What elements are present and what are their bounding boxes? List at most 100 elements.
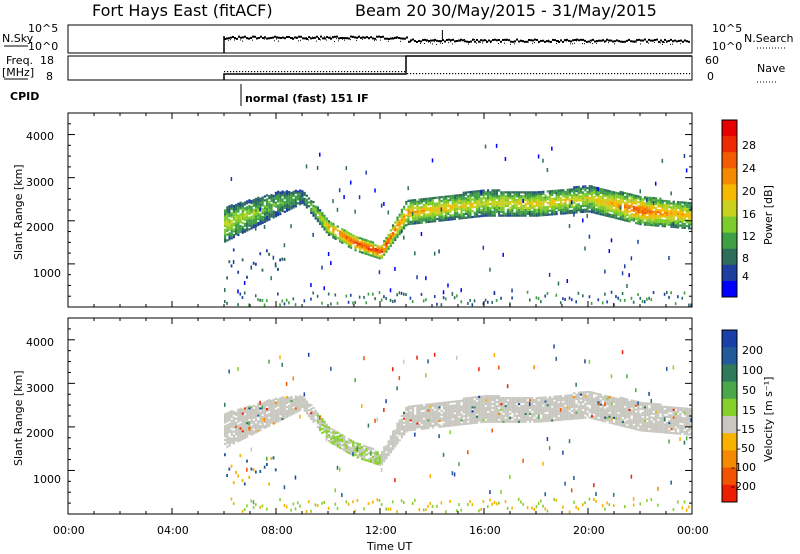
noise-search-point bbox=[374, 40, 375, 42]
velocity-scatter-cell bbox=[292, 408, 295, 411]
velocity-scatter-cell bbox=[274, 403, 278, 406]
velocity-scatter-cell bbox=[442, 401, 445, 404]
power-scatter-cell bbox=[482, 195, 485, 198]
power-scatter-cell bbox=[418, 206, 421, 209]
power-scatter-cell bbox=[449, 218, 452, 221]
power-sparse-cell bbox=[582, 218, 584, 223]
power-scatter-cell bbox=[524, 202, 527, 206]
power-scatter-cell bbox=[668, 215, 671, 219]
velocity-scatter-cell bbox=[279, 399, 282, 402]
noise-search-point bbox=[594, 41, 595, 43]
power-scatter-cell bbox=[628, 210, 631, 213]
power-scatter-cell bbox=[422, 207, 426, 210]
velocity-sparse-cell bbox=[385, 399, 387, 404]
velocity-scatter-cell bbox=[486, 400, 490, 404]
power-scatter-cell bbox=[557, 191, 560, 194]
velocity-scatter-cell bbox=[290, 413, 293, 416]
noise-search-point bbox=[402, 38, 403, 40]
velocity-scatter-cell bbox=[398, 431, 401, 434]
velocity-scatter-cell bbox=[283, 397, 286, 400]
power-scatter-cell bbox=[628, 200, 631, 204]
noise-sky-point bbox=[260, 35, 262, 38]
power-scatter-cell bbox=[316, 206, 320, 209]
power-scatter-cell bbox=[310, 207, 313, 211]
velocity-scatter-cell bbox=[540, 412, 543, 415]
power-scatter-cell bbox=[224, 234, 227, 237]
velocity-scatter-cell bbox=[389, 441, 392, 444]
power-near-range-cell bbox=[243, 291, 246, 295]
velocity-scatter-cell bbox=[433, 412, 437, 415]
power-near-range-cell bbox=[482, 302, 485, 306]
power-scatter-cell bbox=[489, 212, 492, 215]
velocity-scatter-cell bbox=[449, 424, 452, 427]
power-scatter-cell bbox=[301, 199, 304, 203]
power-scatter-cell bbox=[243, 209, 247, 212]
noise-sky-point bbox=[408, 40, 410, 43]
velocity-scatter-cell bbox=[301, 403, 304, 407]
power-scatter-cell bbox=[334, 235, 337, 238]
power-scatter-cell bbox=[654, 212, 658, 215]
nave-point bbox=[584, 73, 586, 75]
power-scatter-cell bbox=[648, 212, 651, 215]
freq-label-line1: Freq. bbox=[6, 54, 33, 67]
power-scatter-cell bbox=[422, 215, 426, 218]
nave-point bbox=[326, 71, 328, 73]
velocity-scatter-cell bbox=[239, 435, 242, 438]
velocity-scatter-cell bbox=[548, 415, 552, 418]
power-scatter-cell bbox=[681, 216, 684, 220]
velocity-scatter-cell bbox=[447, 418, 450, 422]
power-scatter-cell bbox=[661, 199, 664, 202]
power-scatter-cell bbox=[617, 207, 620, 211]
velocity-sparse-cell bbox=[478, 367, 480, 372]
velocity-near-range-cell bbox=[471, 503, 474, 507]
power-colorbar-segment bbox=[722, 168, 737, 185]
velocity-scatter-cell bbox=[341, 443, 344, 447]
velocity-scatter-cell bbox=[305, 406, 308, 409]
power-scatter-cell bbox=[630, 205, 633, 208]
power-scatter-cell bbox=[257, 206, 260, 209]
power-scatter-cell bbox=[604, 214, 607, 217]
power-scatter-cell bbox=[643, 207, 647, 211]
power-scatter-cell bbox=[453, 213, 457, 217]
power-scatter-cell bbox=[480, 199, 483, 202]
power-scatter-cell bbox=[341, 235, 344, 238]
velocity-sparse-cell bbox=[451, 471, 454, 476]
velocity-scatter-cell bbox=[385, 456, 388, 460]
power-scatter-cell bbox=[509, 212, 512, 215]
power-scatter-cell bbox=[407, 213, 410, 216]
power-scatter-cell bbox=[659, 218, 662, 222]
power-scatter-cell bbox=[681, 220, 684, 224]
power-scatter-cell bbox=[259, 216, 262, 220]
noise-search-point bbox=[342, 38, 343, 40]
nave-point bbox=[479, 73, 481, 75]
velocity-scatter-cell bbox=[531, 412, 534, 415]
noise-sky-point bbox=[266, 37, 268, 40]
power-scatter-cell bbox=[391, 226, 395, 229]
noise-sky-point bbox=[646, 40, 648, 43]
power-scatter-cell bbox=[639, 221, 642, 224]
power-scatter-cell bbox=[409, 222, 412, 225]
velocity-scatter-cell bbox=[405, 430, 408, 433]
velocity-scatter-cell bbox=[442, 415, 445, 418]
velocity-scatter-cell bbox=[478, 417, 481, 420]
velocity-scatter-cell bbox=[546, 402, 549, 405]
velocity-scatter-cell bbox=[555, 413, 558, 416]
noise-search-point bbox=[372, 38, 373, 40]
power-scatter-cell bbox=[338, 236, 342, 239]
velocity-scatter-cell bbox=[506, 416, 510, 419]
power-scatter-cell bbox=[610, 202, 613, 205]
power-scatter-cell bbox=[411, 201, 415, 204]
power-scatter-cell bbox=[579, 197, 583, 200]
power-scatter-cell bbox=[535, 197, 538, 200]
noise-sky-point bbox=[680, 39, 682, 42]
power-scatter-cell bbox=[230, 207, 233, 211]
power-scatter-cell bbox=[272, 196, 275, 200]
power-near-range-cell bbox=[643, 300, 646, 304]
power-scatter-cell bbox=[376, 252, 379, 255]
power-scatter-cell bbox=[542, 202, 545, 205]
power-sparse-cell bbox=[425, 276, 427, 281]
freq-left-tick-top: 18 bbox=[40, 54, 54, 67]
power-scatter-cell bbox=[524, 212, 527, 215]
velocity-scatter-cell bbox=[546, 413, 549, 417]
velocity-scatter-cell bbox=[420, 408, 423, 411]
